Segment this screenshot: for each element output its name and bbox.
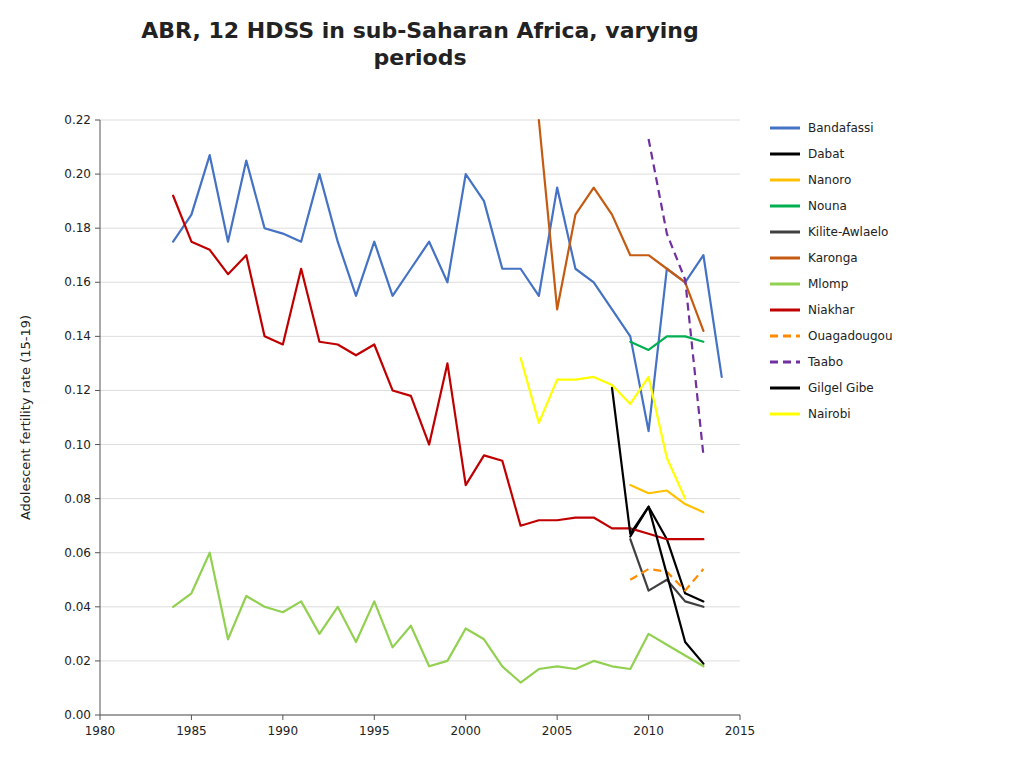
- tick-label: 0.20: [64, 167, 91, 181]
- legend-swatch: [770, 153, 800, 156]
- legend-swatch: [770, 231, 800, 234]
- grid-line: [100, 498, 740, 499]
- series-line: [649, 139, 704, 455]
- legend-label: Karonga: [808, 251, 858, 265]
- grid-line: [100, 228, 740, 229]
- series-line: [539, 120, 704, 331]
- legend-label: Kilite-Awlaelo: [808, 225, 888, 239]
- legend-swatch: [770, 205, 800, 208]
- tick: [648, 715, 649, 720]
- legend-label: Bandafassi: [808, 121, 874, 135]
- tick: [95, 660, 100, 661]
- legend-label: Nouna: [808, 199, 847, 213]
- tick: [465, 715, 466, 720]
- tick-label: 2010: [633, 724, 664, 738]
- grid-line: [100, 606, 740, 607]
- tick: [95, 336, 100, 337]
- grid-line: [100, 715, 740, 716]
- legend-swatch: [770, 361, 800, 364]
- tick-label: 2005: [542, 724, 573, 738]
- tick-label: 0.00: [64, 708, 91, 722]
- series-line: [630, 507, 703, 602]
- tick: [95, 715, 100, 716]
- tick: [95, 390, 100, 391]
- tick-label: 1995: [359, 724, 390, 738]
- title: ABR, 12 HDSS in sub-Saharan Africa, vary…: [141, 18, 698, 70]
- tick-label: 0.18: [64, 221, 91, 235]
- grid-line: [100, 336, 740, 337]
- tick: [95, 444, 100, 445]
- grid-line: [100, 174, 740, 175]
- series-line: [612, 388, 703, 664]
- tick-label: 1985: [176, 724, 207, 738]
- series-line: [630, 485, 703, 512]
- grid-line: [100, 552, 740, 553]
- legend-swatch: [770, 257, 800, 260]
- tick: [282, 715, 283, 720]
- tick-label: 2015: [725, 724, 756, 738]
- y-axis-label: Adolescent fertility rate (15-19): [18, 315, 33, 520]
- chart: ABR, 12 HDSS in sub-Saharan Africa, vary…: [0, 0, 1024, 768]
- legend-label: Taabo: [807, 355, 843, 369]
- series-line: [173, 553, 703, 683]
- legend-label: Nanoro: [808, 173, 851, 187]
- tick: [100, 715, 101, 720]
- tick: [95, 174, 100, 175]
- legend-label: Niakhar: [808, 303, 855, 317]
- legend-label: Mlomp: [808, 277, 848, 291]
- tick-label: 1990: [268, 724, 299, 738]
- tick-label: 0.16: [64, 275, 91, 289]
- tick-label: 0.02: [64, 654, 91, 668]
- tick: [95, 606, 100, 607]
- series-line: [521, 358, 686, 499]
- tick: [374, 715, 375, 720]
- legend-swatch: [770, 335, 800, 338]
- legend-swatch: [770, 413, 800, 416]
- y-axis-line: [100, 120, 101, 715]
- axes: 0.00 0.02 0.04 0.06 0.08 0.10 0.12 0.14 0.16 0.18…: [64, 113, 755, 738]
- grid-line: [100, 120, 740, 121]
- legend: Bandafassi Dabat Nanoro Nouna Kilite-Awlaelo…: [770, 121, 893, 421]
- legend-swatch: [770, 309, 800, 312]
- tick-label: 0.04: [64, 600, 91, 614]
- tick-label: 0.12: [64, 383, 91, 397]
- tick: [95, 498, 100, 499]
- tick: [95, 282, 100, 283]
- grid: [100, 120, 740, 715]
- series-lines: [173, 120, 722, 683]
- tick-label: 0.06: [64, 546, 91, 560]
- grid-line: [100, 390, 740, 391]
- grid-line: [100, 282, 740, 283]
- tick: [740, 715, 741, 720]
- tick-label: 0.22: [64, 113, 91, 127]
- tick: [557, 715, 558, 720]
- legend-label: Ouagadougou: [808, 329, 893, 343]
- x-axis-line: [100, 715, 740, 716]
- legend-swatch: [770, 127, 800, 130]
- tick-label: 2000: [450, 724, 481, 738]
- tick-label: 1980: [85, 724, 116, 738]
- legend-label: Gilgel Gibe: [808, 381, 874, 395]
- tick: [191, 715, 192, 720]
- legend-swatch: [770, 387, 800, 390]
- tick: [95, 120, 100, 121]
- grid-line: [100, 444, 740, 445]
- legend-label: Dabat: [808, 147, 845, 161]
- tick: [95, 552, 100, 553]
- legend-label: Nairobi: [808, 407, 851, 421]
- tick-label: 0.08: [64, 492, 91, 506]
- tick-label: 0.14: [64, 329, 91, 343]
- legend-swatch: [770, 283, 800, 286]
- tick-label: 0.10: [64, 438, 91, 452]
- legend-swatch: [770, 179, 800, 182]
- grid-line: [100, 660, 740, 661]
- tick: [95, 228, 100, 229]
